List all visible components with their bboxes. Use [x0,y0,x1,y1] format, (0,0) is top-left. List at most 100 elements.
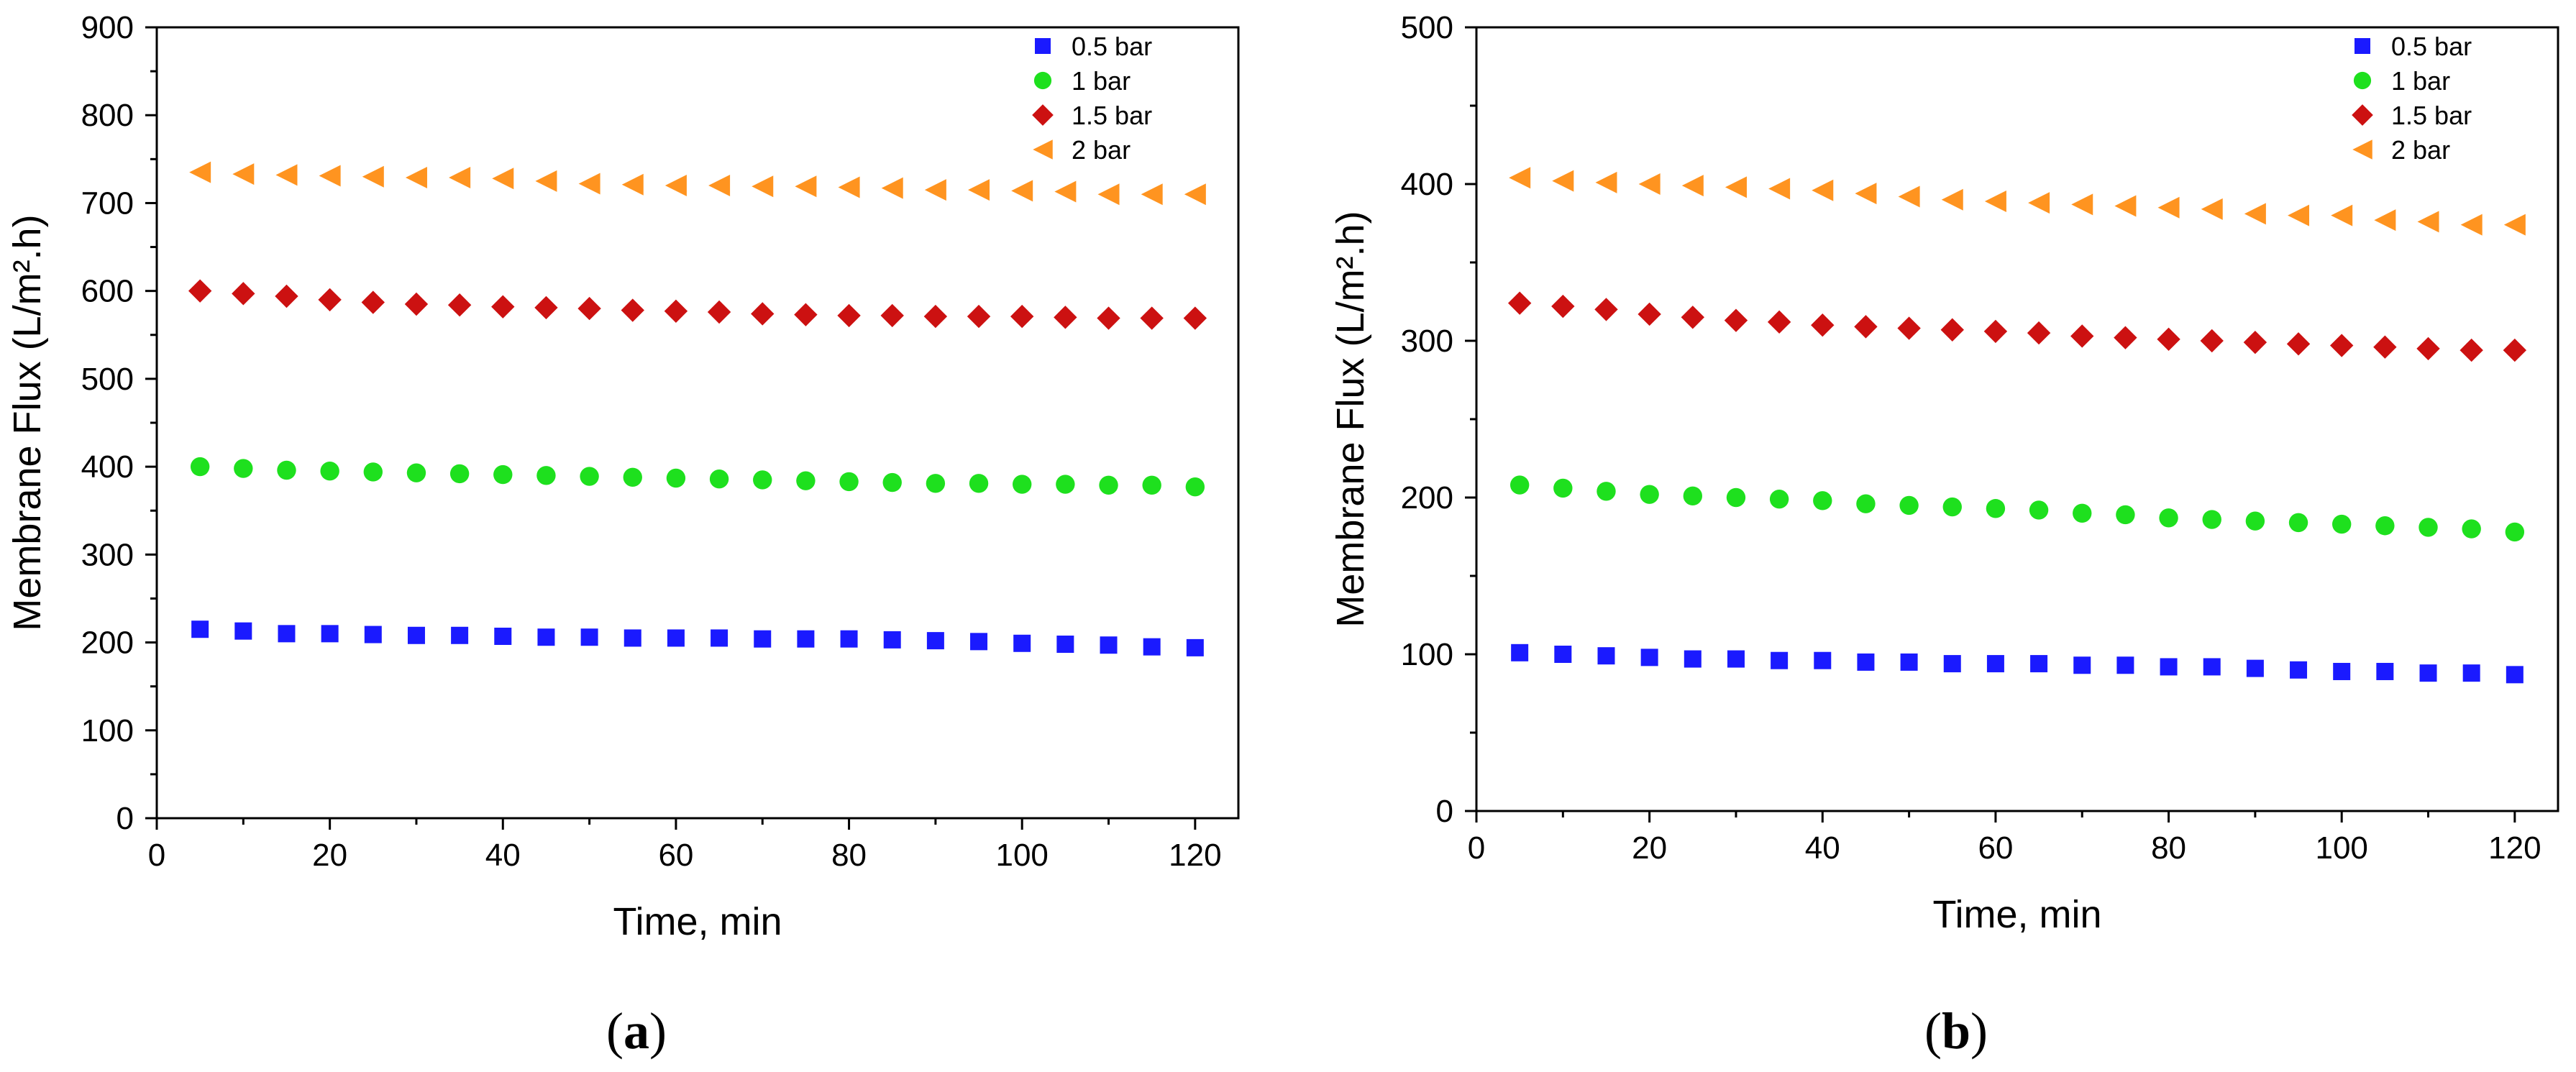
data-point [797,630,815,648]
data-point [1897,316,1921,340]
series-0-5-bar [191,620,1204,656]
data-point [2286,332,2311,356]
y-tick-label: 900 [81,10,134,45]
data-point [191,620,209,638]
data-point [1941,188,1963,211]
data-point [580,467,599,486]
data-point [2290,661,2308,679]
data-point [278,625,296,643]
data-point [535,170,557,192]
data-point [2030,655,2048,673]
data-point [1855,183,1877,205]
legend-label: 1.5 bar [2391,101,2472,130]
x-tick-label: 80 [2151,830,2186,866]
x-tick-label: 20 [312,838,347,873]
data-point [449,167,471,188]
data-point [1640,485,1659,504]
series-2-bar [189,161,1206,206]
data-point [2330,334,2354,357]
y-tick-label: 100 [81,713,134,748]
data-point [2462,519,2481,539]
data-point [1594,298,1618,321]
data-point [1097,306,1120,330]
data-point [493,464,513,485]
panel-label: (b) [1924,1002,1988,1060]
series-1-bar [1509,475,2525,542]
data-point [1597,482,1616,501]
legend-label: 1 bar [1072,66,1131,96]
data-point [1554,646,1572,663]
data-point [578,173,600,195]
data-point [880,303,904,328]
data-point [1595,171,1617,193]
data-point [1553,478,1573,498]
data-point [1984,190,2006,212]
data-point [838,176,860,198]
data-point [1898,185,1920,208]
data-point [2114,195,2137,217]
data-point [882,472,902,493]
data-point [840,630,858,648]
data-point [795,175,817,198]
y-tick-label: 500 [1401,10,1453,45]
data-point [623,467,642,487]
data-point [753,470,772,490]
data-point [1983,319,2008,344]
legend-marker [1032,104,1054,126]
data-point [2506,666,2524,684]
data-point [2071,193,2093,216]
data-point [2419,664,2437,682]
data-point [970,633,988,651]
data-point [2200,329,2224,353]
x-tick-label: 60 [1978,830,2013,866]
data-point [404,292,429,316]
data-point [837,303,861,328]
y-tick-label: 100 [1401,637,1453,672]
data-point [406,463,426,482]
data-point [1900,653,1918,671]
data-point [2288,513,2308,533]
data-point [1726,487,1746,508]
data-point [926,632,944,650]
data-point [2459,338,2483,362]
data-point [664,299,688,323]
x-tick-label: 20 [1632,830,1667,866]
data-point [536,466,556,485]
data-point [754,630,772,648]
data-point [364,626,382,643]
data-point [1769,489,1789,509]
data-point [577,296,601,321]
data-point [624,629,641,647]
y-tick-label: 200 [1401,480,1453,516]
data-point [664,175,687,196]
legend-marker [2355,38,2370,54]
data-point [1140,306,1164,330]
data-point [2073,656,2091,674]
y-tick-label: 400 [1401,167,1453,202]
x-tick-label: 0 [148,838,165,873]
y-tick-label: 400 [81,449,134,485]
legend-label: 2 bar [2391,135,2450,165]
data-point [1768,178,1791,200]
data-point [1013,634,1031,652]
data-point [794,303,818,326]
data-point [1511,643,1529,661]
data-point [277,460,296,480]
data-point [1813,491,1832,510]
data-point [2246,659,2264,677]
data-point [2029,500,2049,520]
data-point [752,175,774,198]
data-point [320,462,339,481]
x-tick-label: 120 [2488,830,2541,866]
x-tick-label: 60 [658,838,693,873]
data-point [1767,310,1791,334]
data-point [967,304,991,329]
data-point [1011,180,1033,202]
data-point [667,629,685,647]
x-tick-label: 80 [831,838,867,873]
data-point [2245,511,2265,531]
data-point [924,179,946,201]
data-point [707,300,731,324]
y-tick-label: 800 [81,98,134,133]
data-point [2157,196,2180,219]
